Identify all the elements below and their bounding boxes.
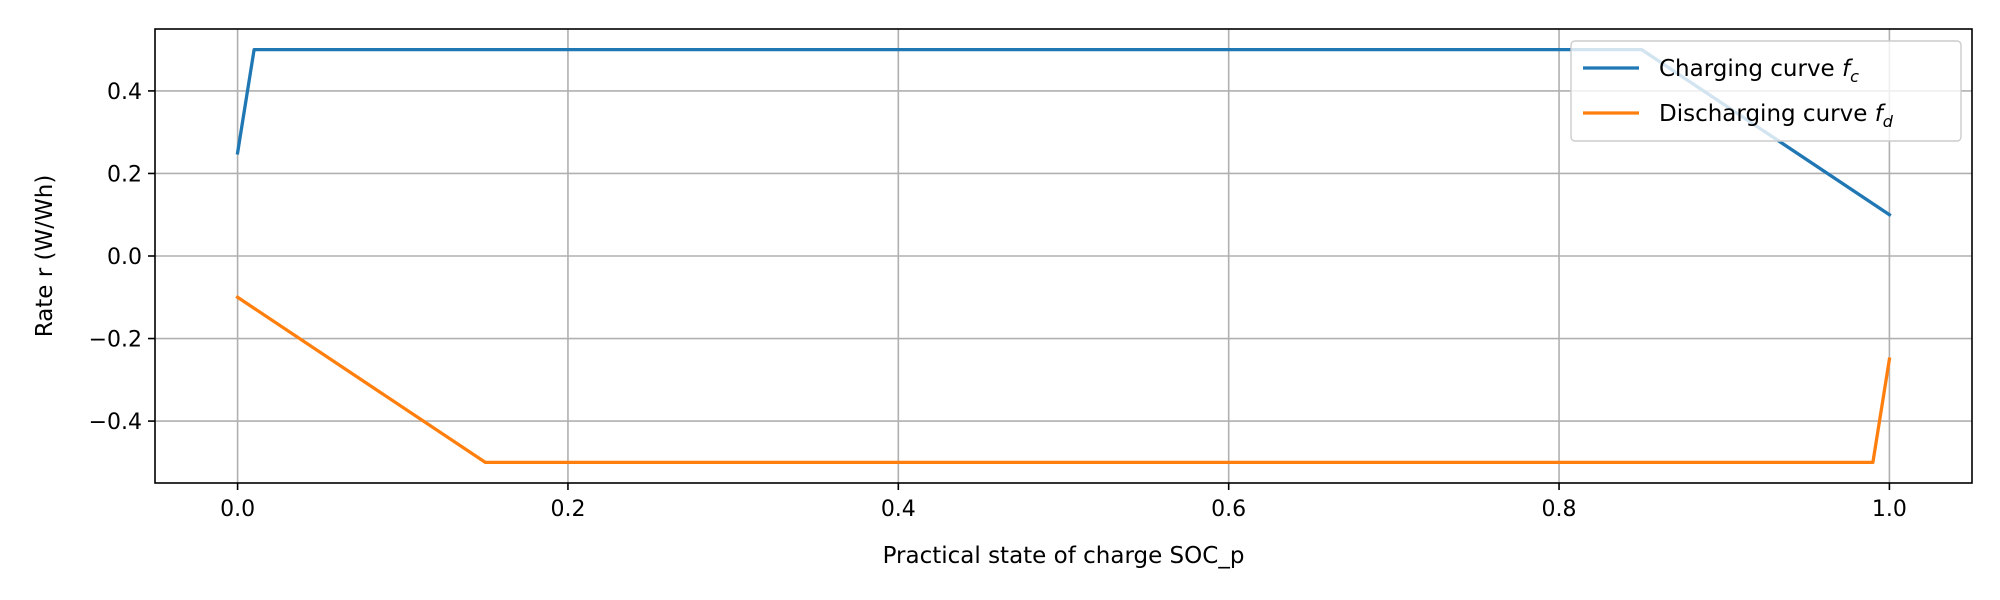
x-tick-label: 0.2 <box>550 497 585 522</box>
legend-entry-symbol: f <box>1875 101 1886 127</box>
legend-entry-label: Discharging curve fd <box>1659 101 1894 131</box>
x-tick-label: 0.0 <box>220 497 255 522</box>
legend-box <box>1570 40 1962 142</box>
legend-entry-symbol: f <box>1842 56 1853 82</box>
legend-entry-subscript: d <box>1883 112 1894 131</box>
x-tick-label: 1.0 <box>1872 497 1907 522</box>
x-tick-label: 0.4 <box>881 497 916 522</box>
y-tick-label: −0.2 <box>89 328 142 353</box>
x-tick-label: 0.8 <box>1542 497 1577 522</box>
x-axis-ticks: 0.0 0.2 0.4 0.6 0.8 1.0 <box>220 483 1907 522</box>
legend-entry-text: Discharging curve <box>1659 101 1875 127</box>
y-tick-label: 0.2 <box>107 162 142 187</box>
legend-entry-subscript: c <box>1850 67 1859 86</box>
y-tick-label: 0.4 <box>107 80 142 105</box>
series-line-discharging <box>235 294 1892 465</box>
legend-entry-text: Charging curve <box>1659 56 1842 82</box>
y-axis-label: Rate r (W/Wh) <box>32 175 58 338</box>
y-axis-ticks: 0.4 0.2 0.0 −0.2 −0.4 <box>89 80 155 435</box>
y-tick-label: −0.4 <box>89 410 142 435</box>
legend-entry-label: Charging curve fc <box>1659 56 1859 86</box>
x-tick-label: 0.6 <box>1211 497 1246 522</box>
y-tick-label: 0.0 <box>107 245 142 270</box>
x-axis-label: Practical state of charge SOC_p <box>883 543 1245 569</box>
